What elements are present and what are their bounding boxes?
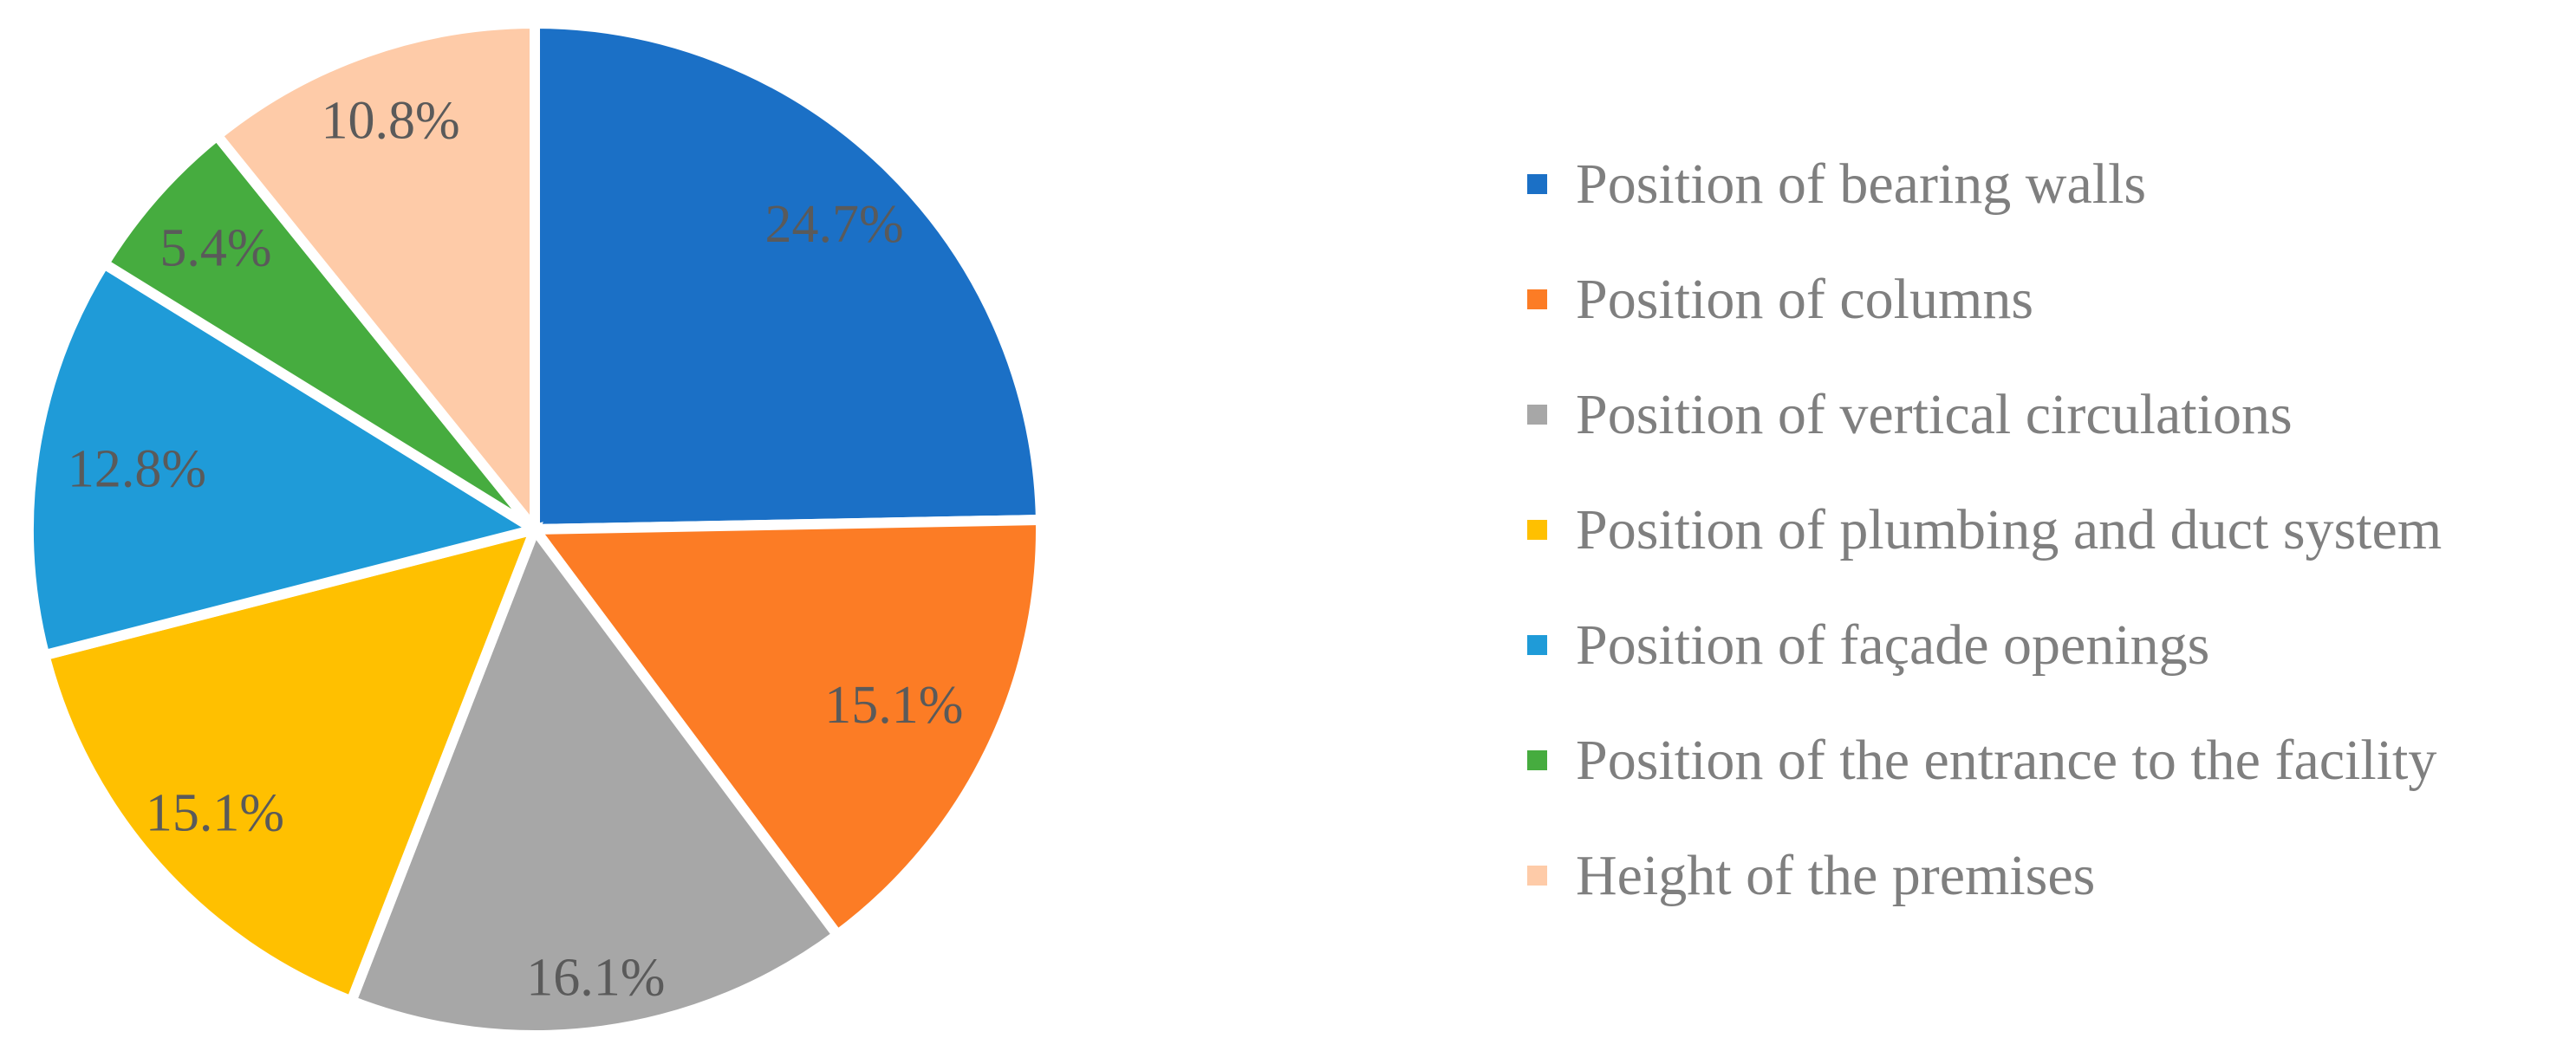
pie-slice-data-label: 16.1% xyxy=(526,948,665,1007)
legend-label: Height of the premises xyxy=(1576,843,2096,907)
legend-item-2: Position of columns xyxy=(1527,242,2442,357)
legend-item-5: Position of façade openings xyxy=(1527,587,2442,703)
legend-label: Position of plumbing and duct system xyxy=(1576,497,2443,561)
legend-swatch-icon xyxy=(1527,174,1547,194)
pie-slice-4 xyxy=(38,522,543,1009)
pie-slice-1 xyxy=(530,17,1047,535)
pie-slice-data-label: 5.4% xyxy=(159,219,271,278)
legend-label: Position of columns xyxy=(1576,267,2034,331)
pie-slice-data-label: 12.8% xyxy=(68,439,206,498)
legend-item-1: Position of bearing walls xyxy=(1527,127,2442,242)
legend-label: Position of façade openings xyxy=(1576,613,2210,677)
pie-slice-3 xyxy=(344,518,845,1041)
pie-slice-5 xyxy=(23,256,549,662)
legend-swatch-icon xyxy=(1527,866,1547,886)
pie-slice-2 xyxy=(524,514,1046,943)
pie-slice-data-label: 15.1% xyxy=(146,784,284,843)
pie-slice-data-label: 10.8% xyxy=(322,92,460,151)
legend-label: Position of bearing walls xyxy=(1576,152,2147,216)
pie-slice-6 xyxy=(96,127,539,535)
pie-slice-7 xyxy=(209,17,540,545)
legend-swatch-icon xyxy=(1527,405,1547,425)
legend: Position of bearing walls Position of col… xyxy=(1527,127,2442,933)
legend-label: Position of vertical circulations xyxy=(1576,382,2293,446)
pie-slice-data-label: 15.1% xyxy=(824,676,963,735)
legend-label: Position of the entrance to the facility xyxy=(1576,728,2437,792)
legend-item-7: Height of the premises xyxy=(1527,818,2442,933)
legend-swatch-icon xyxy=(1527,520,1547,540)
pie-slice-data-label: 24.7% xyxy=(765,195,904,254)
legend-swatch-icon xyxy=(1527,289,1547,309)
legend-swatch-icon xyxy=(1527,635,1547,655)
legend-item-3: Position of vertical circulations xyxy=(1527,357,2442,472)
legend-item-4: Position of plumbing and duct system xyxy=(1527,472,2442,587)
legend-swatch-icon xyxy=(1527,750,1547,770)
legend-item-6: Position of the entrance to the facility xyxy=(1527,703,2442,818)
